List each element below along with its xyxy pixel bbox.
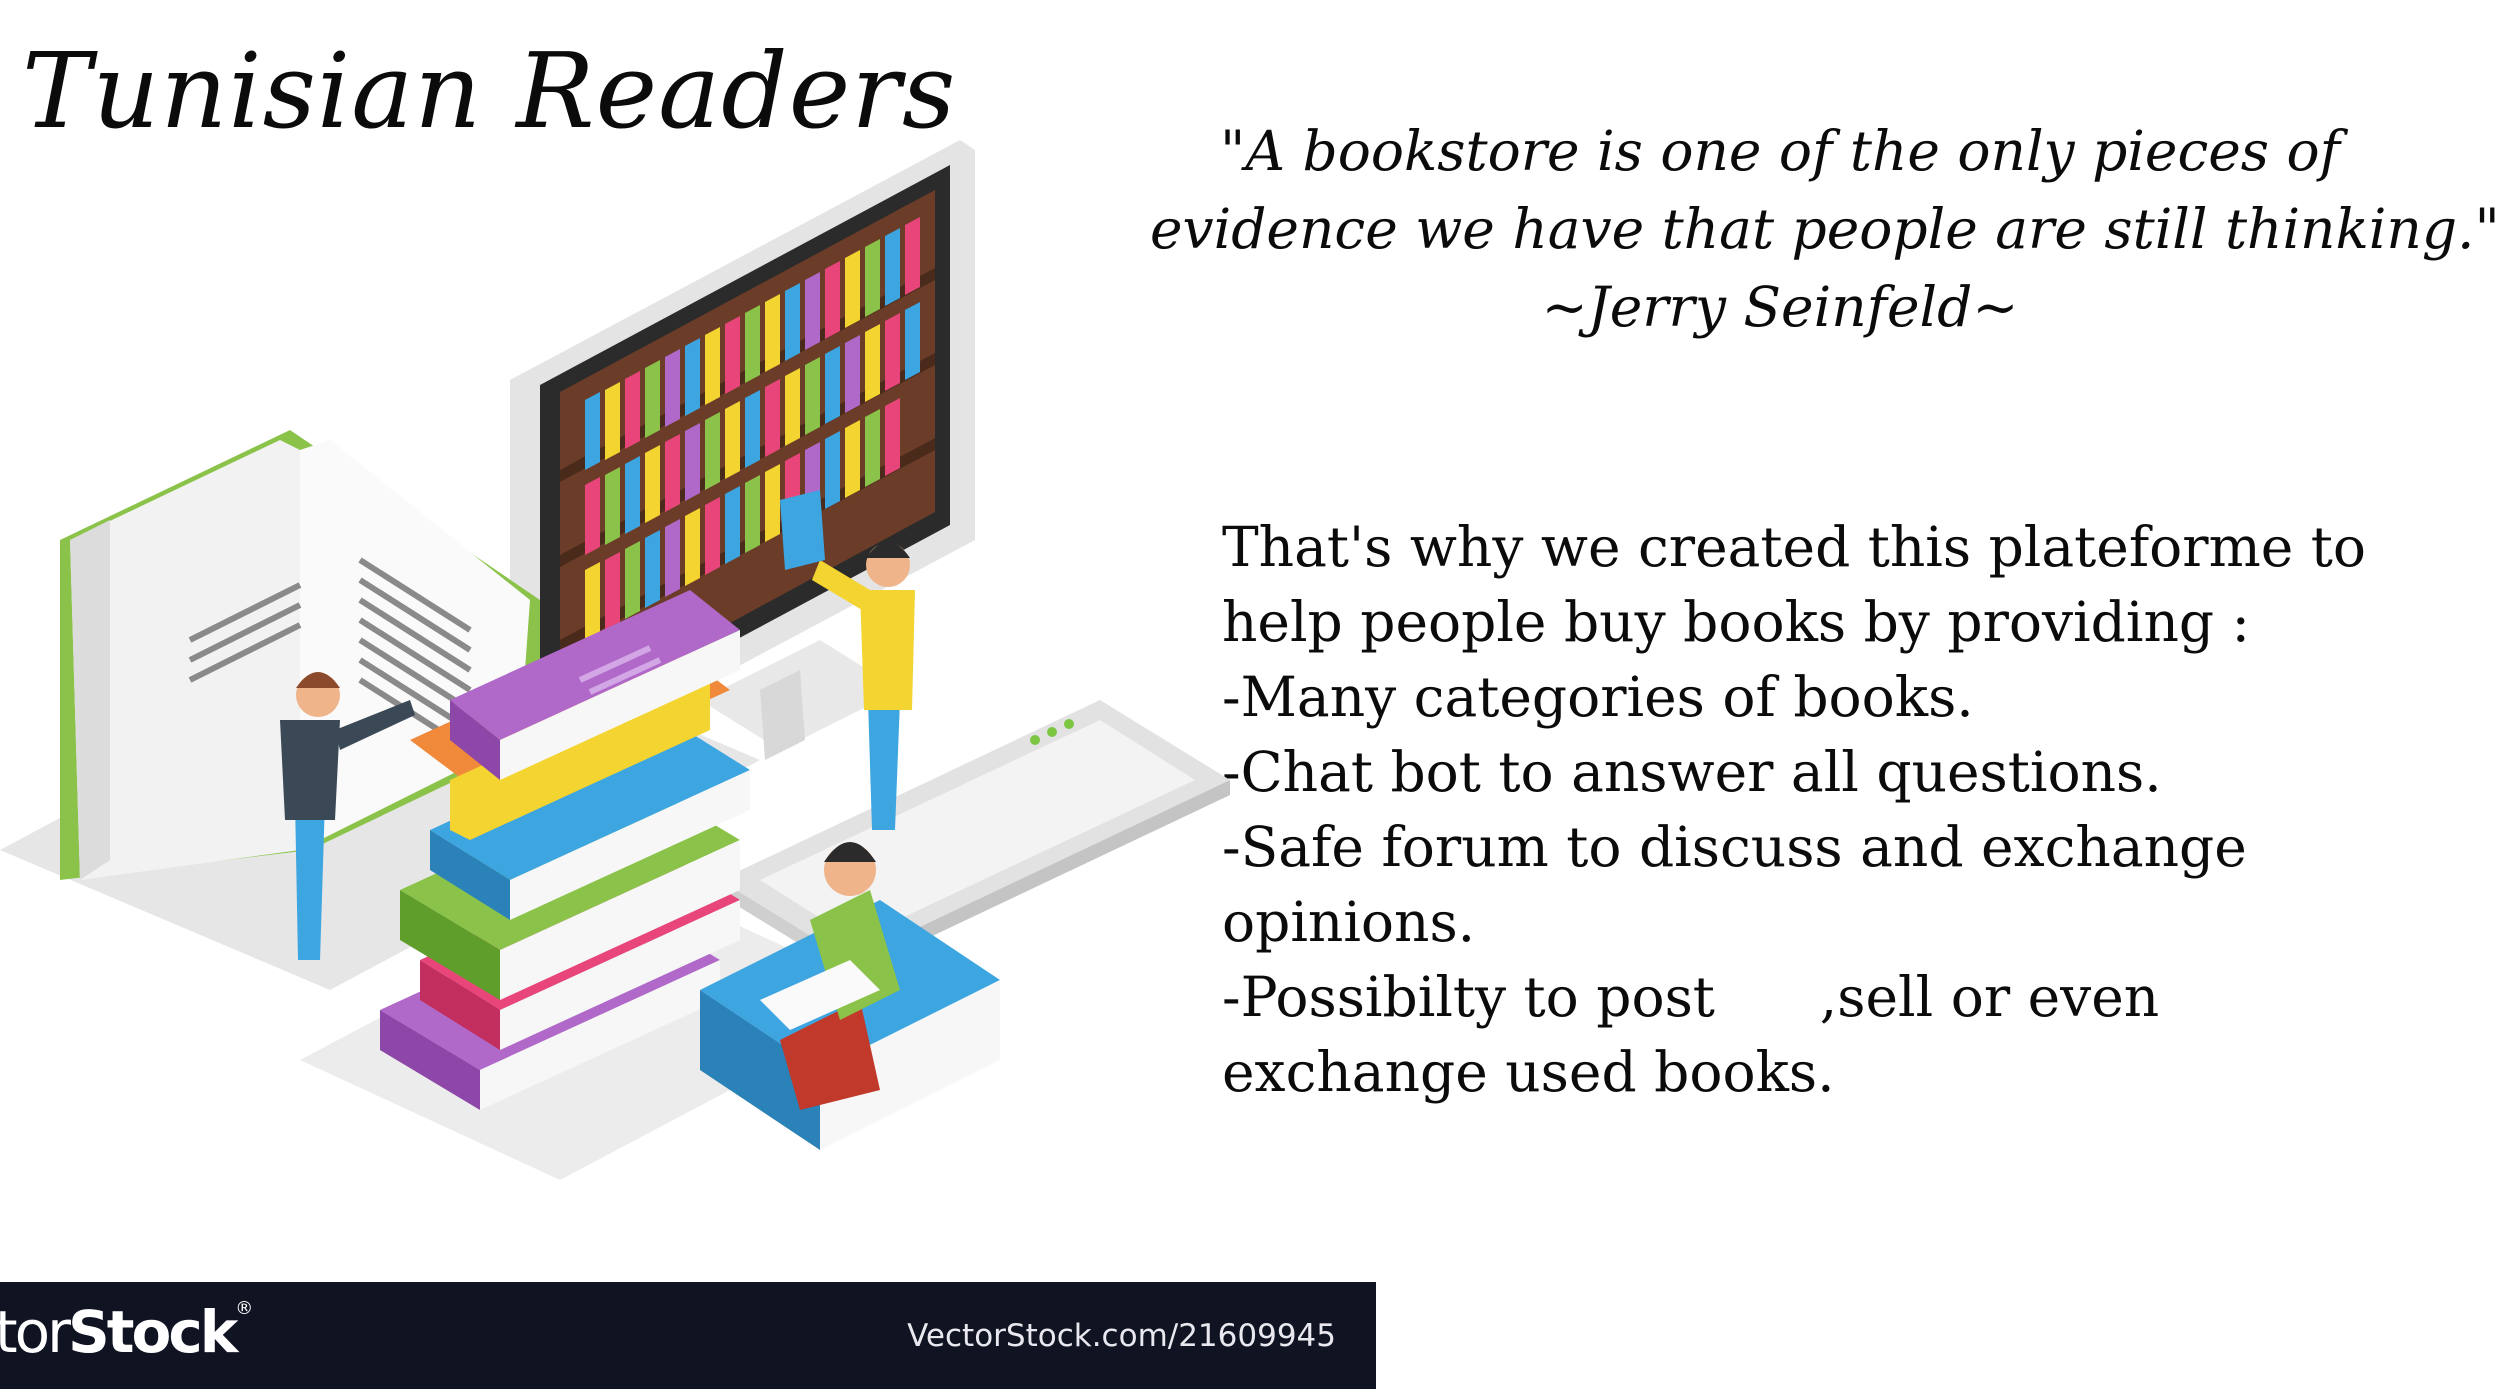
page-title: Tunisian Readers [22,30,957,152]
feature-item: -Chat bot to answer all questions. [1222,740,2162,804]
feature-item: -Safe forum to discuss and exchange [1222,815,2247,879]
watermark-url: VectorStock.com/21609945 [907,1318,1336,1354]
quote-author: ~Jerry Seinfeld~ [1541,275,2019,339]
book-stack-icon [380,590,750,1110]
description-block: That's why we created this plateforme to… [1222,510,2366,1110]
quote-line: evidence we have that people are still t… [1150,197,2500,261]
library-illustration [0,140,1230,1180]
watermark-bar: ctorStock® VectorStock.com/21609945 [0,1282,1376,1389]
feature-item: -Possibilty to post ,sell or even [1222,965,2160,1029]
description-line: help people buy books by providing : [1222,590,2251,654]
feature-item-continued: opinions. [1222,890,1476,954]
feature-item-continued: exchange used books. [1222,1040,1835,1104]
reader-on-book-icon [700,842,1000,1150]
feature-item: -Many categories of books. [1222,665,1974,729]
description-line: That's why we created this plateforme to [1222,515,2366,579]
quote-line: "A bookstore is one of the only pieces o… [1220,119,2340,183]
quote-block: "A bookstore is one of the only pieces o… [1150,112,2500,346]
person-reading-icon [280,672,415,960]
vectorstock-logo: ctorStock® [0,1298,254,1366]
person-shelving-icon [780,490,915,830]
open-book-icon [60,430,540,880]
